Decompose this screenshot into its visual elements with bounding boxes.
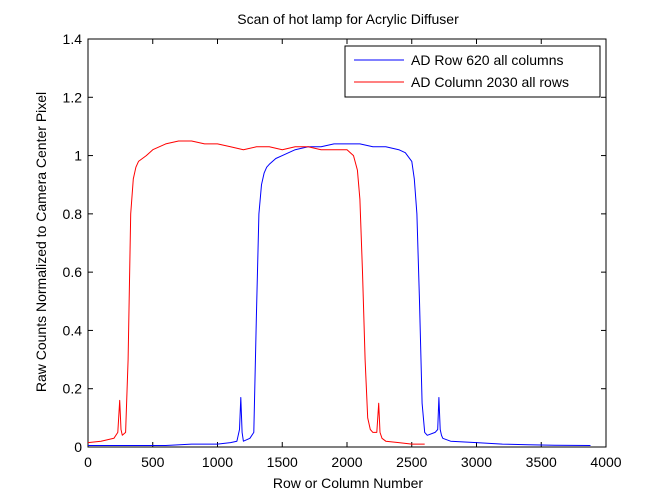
legend-label-row-620: AD Row 620 all columns <box>411 52 564 68</box>
y-tick-label: 1.2 <box>63 89 83 105</box>
y-tick-label: 1.4 <box>63 31 83 47</box>
x-tick-label: 4000 <box>590 454 621 470</box>
y-axis-label: Raw Counts Normalized to Camera Center P… <box>33 92 49 392</box>
x-tick-label: 1500 <box>267 454 298 470</box>
x-tick-label: 2500 <box>396 454 427 470</box>
x-tick-label: 500 <box>141 454 165 470</box>
x-tick-label: 1000 <box>202 454 233 470</box>
y-tick-label: 0.4 <box>63 322 83 338</box>
legend-label-column-2030: AD Column 2030 all rows <box>411 74 569 90</box>
plot-frame <box>87 38 607 448</box>
x-tick-label: 3500 <box>526 454 557 470</box>
legend-box <box>344 45 601 98</box>
x-axis-ticks: 0 500 1000 1500 2000 2500 3000 3500 4000 <box>84 39 622 470</box>
series-line-row-620 <box>88 143 591 446</box>
y-axis-ticks: 0 0.2 0.4 0.6 0.8 1 1.2 1.4 <box>63 31 606 455</box>
y-tick-label: 0.2 <box>63 381 83 397</box>
y-tick-label: 0 <box>74 439 82 455</box>
y-tick-label: 0.6 <box>63 264 83 280</box>
x-tick-label: 3000 <box>461 454 492 470</box>
chart-title: Scan of hot lamp for Acrylic Diffuser <box>237 11 459 27</box>
y-tick-label: 0.8 <box>63 206 83 222</box>
series-layer <box>87 140 591 446</box>
y-tick-label: 1 <box>74 148 82 164</box>
x-tick-label: 0 <box>84 454 92 470</box>
x-axis-label: Row or Column Number <box>273 475 423 491</box>
x-tick-label: 2000 <box>331 454 362 470</box>
legend: AD Row 620 all columns AD Column 2030 al… <box>344 45 601 98</box>
series-line-column-2030 <box>87 140 425 445</box>
